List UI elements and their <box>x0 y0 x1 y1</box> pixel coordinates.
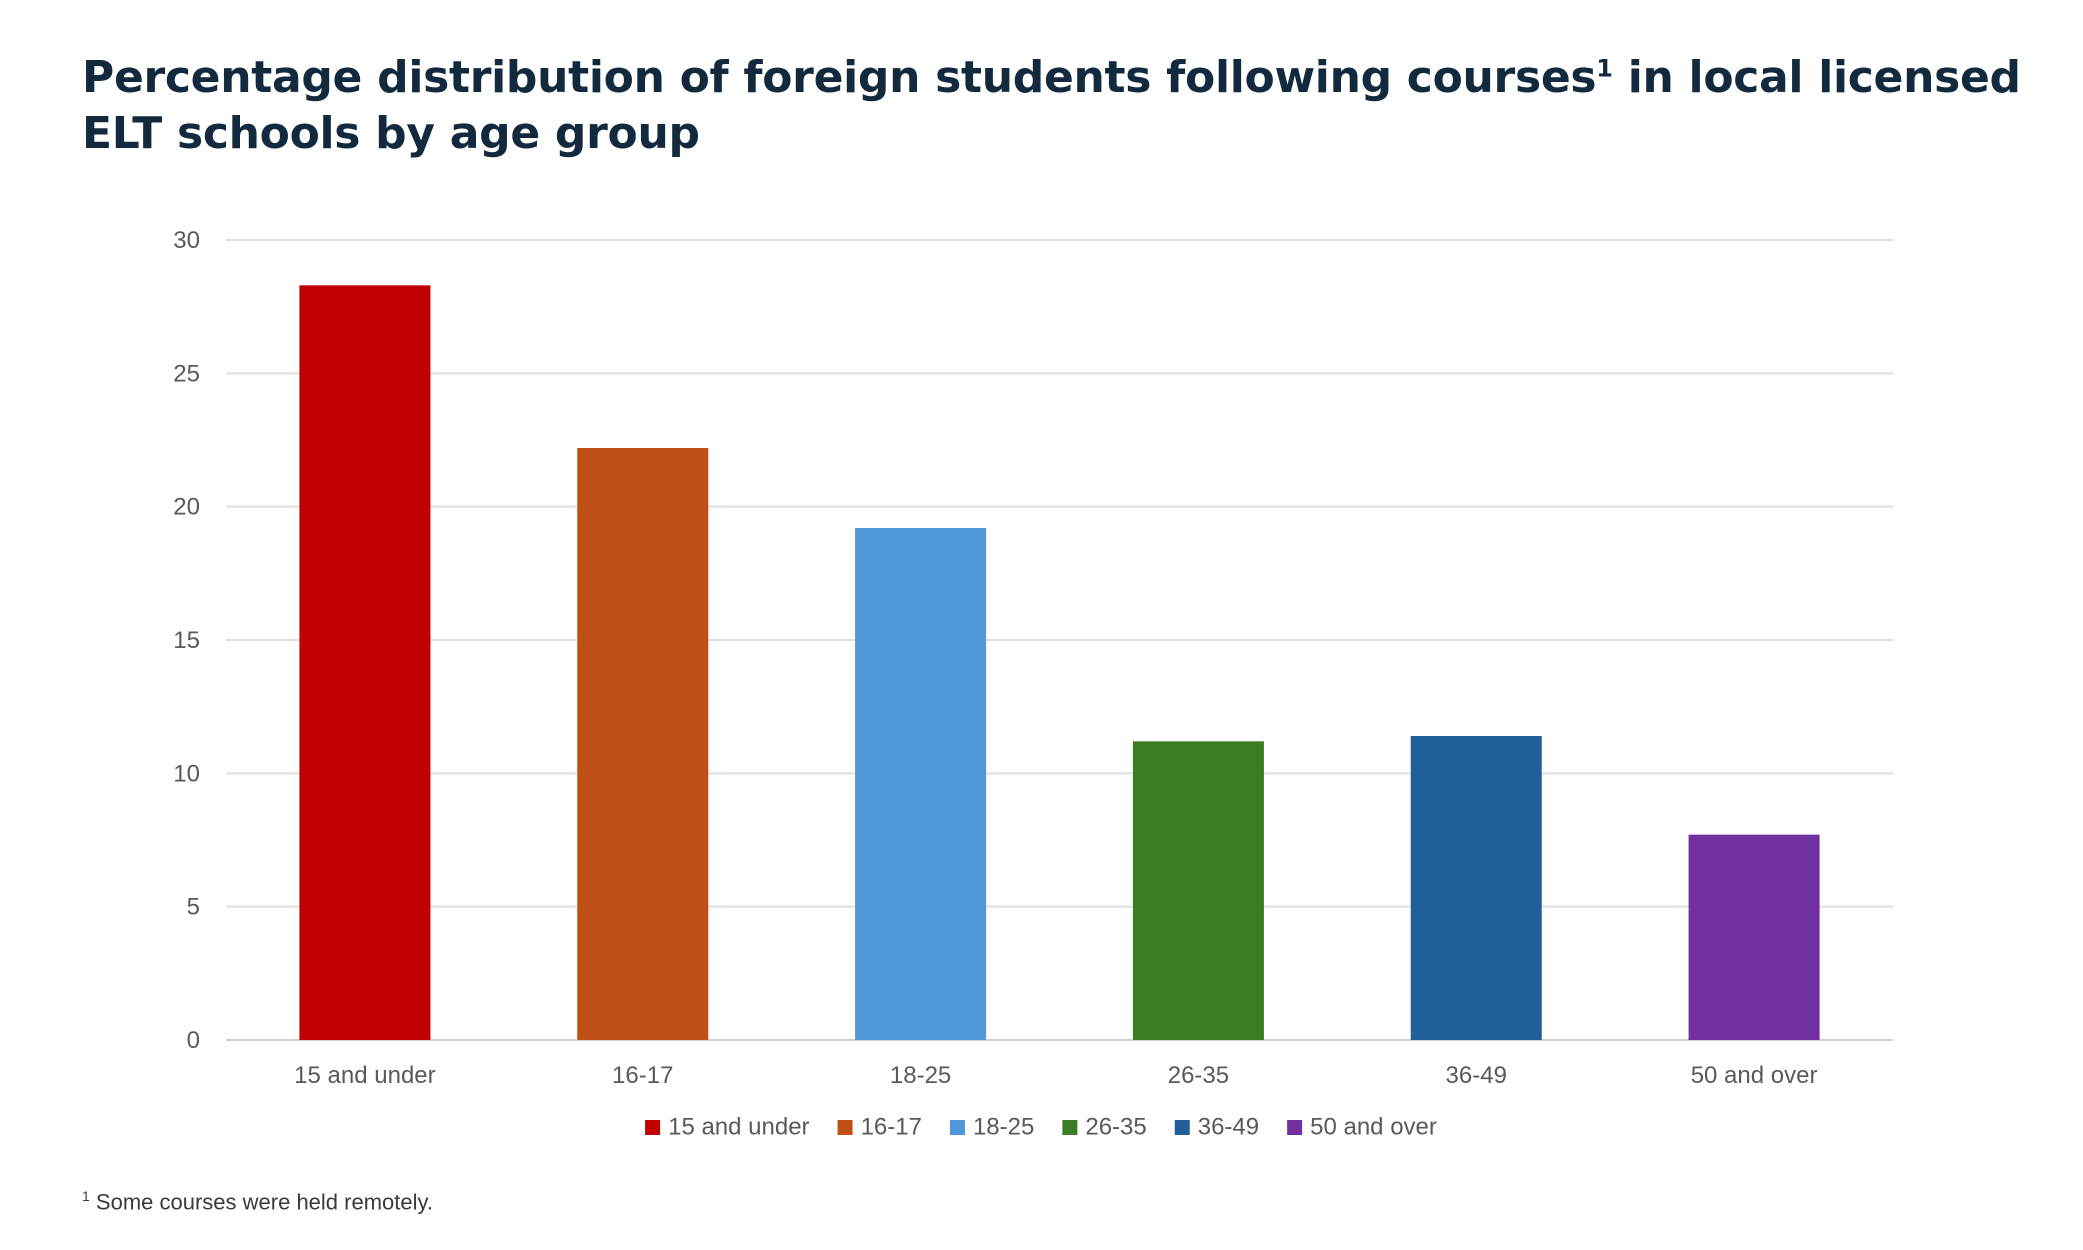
legend-label: 16-17 <box>861 1113 922 1140</box>
title-footnote-marker: 1 <box>1596 54 1613 83</box>
y-tick-label: 30 <box>173 227 200 254</box>
legend: 15 and under 16-17 18-25 26-35 36-49 50 and o… <box>645 1113 1437 1140</box>
bar <box>299 285 431 1040</box>
bar <box>1688 834 1820 1040</box>
legend-label: 36-49 <box>1198 1113 1259 1140</box>
bar <box>577 448 709 1040</box>
bar <box>1410 736 1542 1040</box>
title-text: Percentage distribution of foreign stude… <box>82 52 1597 103</box>
y-tick-label: 15 <box>173 627 200 654</box>
chart-title: Percentage distribution of foreign stude… <box>82 50 2042 162</box>
legend-swatch <box>1287 1120 1303 1135</box>
title-text-continued: in local licensed ELT schools by age gro… <box>82 52 2021 159</box>
x-tick-label: 26-35 <box>1168 1062 1229 1089</box>
legend-label: 26-35 <box>1085 1113 1146 1140</box>
legend-item: 18-25 <box>949 1113 1034 1140</box>
footnote: 1 Some courses were held remotely. <box>82 1188 433 1215</box>
legend-swatch <box>837 1120 853 1135</box>
y-tick-label: 0 <box>187 1027 200 1054</box>
legend-item: 16-17 <box>837 1113 922 1140</box>
legend-swatch <box>1062 1120 1078 1135</box>
legend-swatch <box>949 1120 965 1135</box>
x-axis-tick-labels: 15 and under 16-17 18-25 26-35 36-49 50 and o… <box>294 1062 1817 1089</box>
legend-swatch <box>645 1120 661 1135</box>
y-tick-label: 25 <box>173 360 200 387</box>
y-axis-tick-labels: 0 5 10 15 20 25 30 <box>173 227 200 1054</box>
x-tick-label: 18-25 <box>890 1062 951 1089</box>
bar <box>855 528 987 1040</box>
legend-item: 15 and under <box>645 1113 810 1140</box>
y-tick-label: 10 <box>173 760 200 787</box>
legend-item: 36-49 <box>1174 1113 1259 1140</box>
y-tick-label: 20 <box>173 494 200 521</box>
bars <box>299 285 1820 1040</box>
legend-swatch <box>1174 1120 1190 1135</box>
footnote-text: Some courses were held remotely. <box>95 1189 433 1215</box>
legend-label: 18-25 <box>973 1113 1034 1140</box>
x-tick-label: 15 and under <box>294 1062 435 1089</box>
x-tick-label: 50 and over <box>1691 1062 1818 1089</box>
x-tick-label: 36-49 <box>1446 1062 1507 1089</box>
legend-label: 15 and under <box>668 1113 809 1140</box>
legend-item: 50 and over <box>1287 1113 1437 1140</box>
legend-item: 26-35 <box>1062 1113 1147 1140</box>
legend-label: 50 and over <box>1310 1113 1437 1140</box>
footnote-marker: 1 <box>82 1188 90 1204</box>
y-tick-label: 5 <box>187 894 200 921</box>
x-tick-label: 16-17 <box>612 1062 673 1089</box>
bar <box>1132 741 1264 1040</box>
gridlines <box>226 239 1893 1041</box>
